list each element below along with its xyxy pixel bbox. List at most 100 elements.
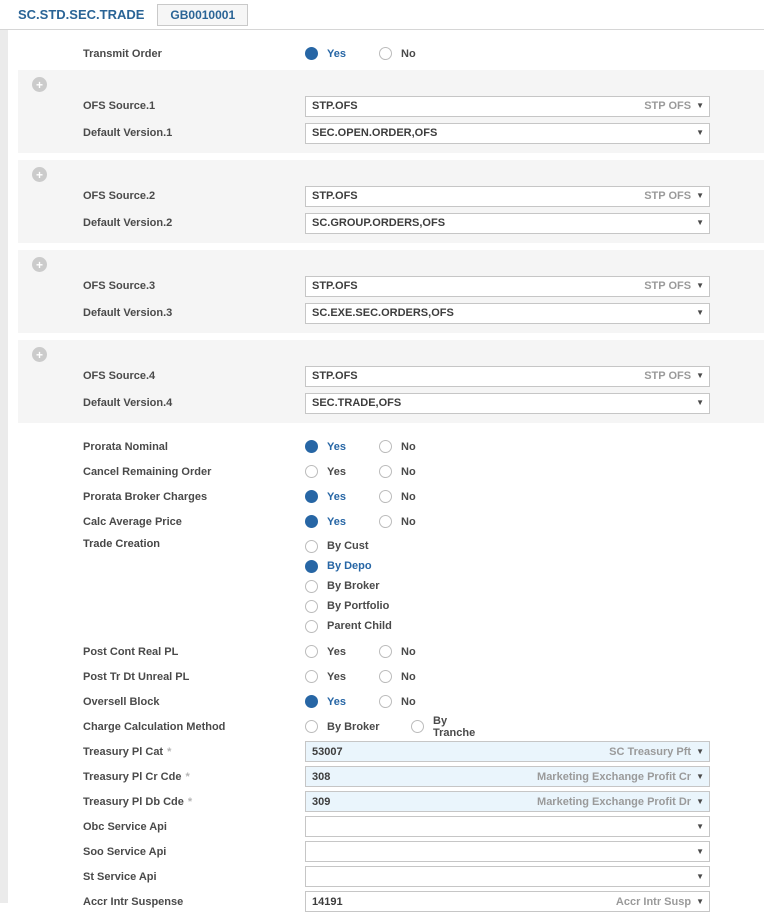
radio-label-yes[interactable]: Yes bbox=[327, 670, 346, 683]
radio-button[interactable] bbox=[305, 559, 318, 573]
dropdown-arrow-icon[interactable]: ▼ bbox=[696, 746, 704, 756]
radio-button-no[interactable] bbox=[379, 515, 392, 528]
radio-label-no[interactable]: No bbox=[401, 47, 416, 60]
input-value[interactable]: SC.GROUP.ORDERS,OFS bbox=[312, 217, 446, 229]
radio-label[interactable]: By Broker bbox=[327, 720, 380, 733]
radio-option-no[interactable]: No bbox=[379, 645, 453, 658]
treasury-pl-cr-cde-input[interactable]: 308 Marketing Exchange Profit Cr ▼ bbox=[305, 766, 710, 787]
radio-option-yes[interactable]: Yes bbox=[305, 515, 379, 528]
radio-option-no[interactable]: No bbox=[379, 515, 453, 528]
radio-button[interactable] bbox=[305, 599, 318, 613]
radio-option-no[interactable]: No bbox=[379, 465, 453, 478]
expand-group-icon[interactable]: + bbox=[32, 77, 47, 92]
radio-label-yes[interactable]: Yes bbox=[327, 47, 346, 60]
radio-label-yes[interactable]: Yes bbox=[327, 695, 346, 708]
input-value[interactable]: 53007 bbox=[312, 745, 343, 758]
radio-option-no[interactable]: No bbox=[379, 47, 453, 60]
radio-label[interactable]: Parent Child bbox=[327, 620, 392, 632]
dropdown-arrow-icon[interactable]: ▼ bbox=[696, 101, 704, 110]
ofs-source-4-input[interactable]: STP.OFS STP OFS ▼ bbox=[305, 365, 710, 387]
radio-button-no[interactable] bbox=[379, 440, 392, 453]
dropdown-arrow-icon[interactable]: ▼ bbox=[696, 398, 704, 407]
ofs-source-3-input[interactable]: STP.OFS STP OFS ▼ bbox=[305, 275, 710, 297]
radio-button-no[interactable] bbox=[379, 645, 392, 658]
radio-button-yes[interactable] bbox=[305, 670, 318, 683]
radio-label-yes[interactable]: Yes bbox=[327, 515, 346, 528]
radio-label[interactable]: By Tranche bbox=[433, 714, 476, 739]
radio-button[interactable] bbox=[305, 579, 318, 593]
radio-label-no[interactable]: No bbox=[401, 490, 416, 503]
radio-option-no[interactable]: No bbox=[379, 490, 453, 503]
radio-button-yes[interactable] bbox=[305, 515, 318, 528]
accr-intr-suspense-input[interactable]: 14191 Accr Intr Susp ▼ bbox=[305, 891, 710, 912]
radio-label[interactable]: By Portfolio bbox=[327, 600, 390, 612]
treasury-pl-cat-input[interactable]: 53007 SC Treasury Pft ▼ bbox=[305, 741, 710, 762]
default-version-2-select[interactable]: SC.GROUP.ORDERS,OFS ▼ bbox=[305, 212, 710, 234]
radio-option-no[interactable]: No bbox=[379, 695, 453, 708]
radio-option-yes[interactable]: Yes bbox=[305, 670, 379, 683]
radio-button[interactable] bbox=[305, 720, 318, 733]
radio-option-no[interactable]: No bbox=[379, 670, 453, 683]
radio-option-by-tranche[interactable]: By Tranche bbox=[411, 715, 485, 739]
radio-label[interactable]: By Broker bbox=[327, 580, 380, 592]
dropdown-arrow-icon[interactable]: ▼ bbox=[696, 281, 704, 290]
radio-button[interactable] bbox=[411, 720, 424, 733]
dropdown-arrow-icon[interactable]: ▼ bbox=[696, 871, 704, 881]
radio-button-no[interactable] bbox=[379, 490, 392, 503]
dropdown-arrow-icon[interactable]: ▼ bbox=[696, 846, 704, 856]
radio-button-yes[interactable] bbox=[305, 465, 318, 478]
expand-group-icon[interactable]: + bbox=[32, 167, 47, 182]
default-version-1-select[interactable]: SEC.OPEN.ORDER,OFS ▼ bbox=[305, 122, 710, 144]
radio-label-no[interactable]: No bbox=[401, 465, 416, 478]
ofs-source-2-input[interactable]: STP.OFS STP OFS ▼ bbox=[305, 185, 710, 207]
input-value[interactable]: STP.OFS bbox=[312, 280, 358, 292]
ofs-source-1-input[interactable]: STP.OFS STP OFS ▼ bbox=[305, 95, 710, 117]
radio-option-by-depo[interactable]: By Depo bbox=[305, 556, 392, 576]
input-value[interactable]: 309 bbox=[312, 795, 331, 808]
dropdown-arrow-icon[interactable]: ▼ bbox=[696, 218, 704, 227]
input-value[interactable]: STP.OFS bbox=[312, 370, 358, 382]
dropdown-arrow-icon[interactable]: ▼ bbox=[696, 128, 704, 137]
input-value[interactable]: SEC.TRADE,OFS bbox=[312, 397, 402, 409]
radio-button[interactable] bbox=[305, 539, 318, 553]
radio-option-yes[interactable]: Yes bbox=[305, 645, 379, 658]
radio-label-no[interactable]: No bbox=[401, 515, 416, 528]
radio-button-no[interactable] bbox=[379, 465, 392, 478]
radio-option-by-broker[interactable]: By Broker bbox=[305, 576, 392, 596]
dropdown-arrow-icon[interactable]: ▼ bbox=[696, 796, 704, 806]
expand-group-icon[interactable]: + bbox=[32, 347, 47, 362]
input-value[interactable]: 308 bbox=[312, 770, 331, 783]
radio-label-yes[interactable]: Yes bbox=[327, 490, 346, 503]
input-value[interactable]: SC.EXE.SEC.ORDERS,OFS bbox=[312, 307, 454, 319]
obc-service-api-select[interactable]: ▼ bbox=[305, 816, 710, 837]
radio-label-yes[interactable]: Yes bbox=[327, 440, 346, 453]
radio-option-no[interactable]: No bbox=[379, 440, 453, 453]
radio-button-yes[interactable] bbox=[305, 645, 318, 658]
input-value[interactable]: STP.OFS bbox=[312, 190, 358, 202]
default-version-3-select[interactable]: SC.EXE.SEC.ORDERS,OFS ▼ bbox=[305, 302, 710, 324]
radio-option-yes[interactable]: Yes bbox=[305, 695, 379, 708]
radio-option-parent-child[interactable]: Parent Child bbox=[305, 616, 392, 636]
input-value[interactable]: STP.OFS bbox=[312, 100, 358, 112]
radio-button[interactable] bbox=[305, 619, 318, 633]
radio-option-yes[interactable]: Yes bbox=[305, 440, 379, 453]
radio-button-no[interactable] bbox=[379, 695, 392, 708]
radio-option-by-cust[interactable]: By Cust bbox=[305, 536, 392, 556]
radio-button-yes[interactable] bbox=[305, 47, 318, 60]
radio-label-yes[interactable]: Yes bbox=[327, 465, 346, 478]
treasury-pl-db-cde-input[interactable]: 309 Marketing Exchange Profit Dr ▼ bbox=[305, 791, 710, 812]
radio-button-no[interactable] bbox=[379, 670, 392, 683]
radio-label[interactable]: By Depo bbox=[327, 560, 372, 572]
radio-label[interactable]: By Cust bbox=[327, 540, 369, 552]
dropdown-arrow-icon[interactable]: ▼ bbox=[696, 896, 704, 906]
radio-option-yes[interactable]: Yes bbox=[305, 465, 379, 478]
radio-button-yes[interactable] bbox=[305, 490, 318, 503]
radio-option-by-broker[interactable]: By Broker bbox=[305, 720, 411, 733]
dropdown-arrow-icon[interactable]: ▼ bbox=[696, 771, 704, 781]
radio-button-yes[interactable] bbox=[305, 440, 318, 453]
radio-button-yes[interactable] bbox=[305, 695, 318, 708]
radio-option-yes[interactable]: Yes bbox=[305, 490, 379, 503]
radio-label-no[interactable]: No bbox=[401, 670, 416, 683]
radio-label-no[interactable]: No bbox=[401, 440, 416, 453]
radio-button-no[interactable] bbox=[379, 47, 392, 60]
